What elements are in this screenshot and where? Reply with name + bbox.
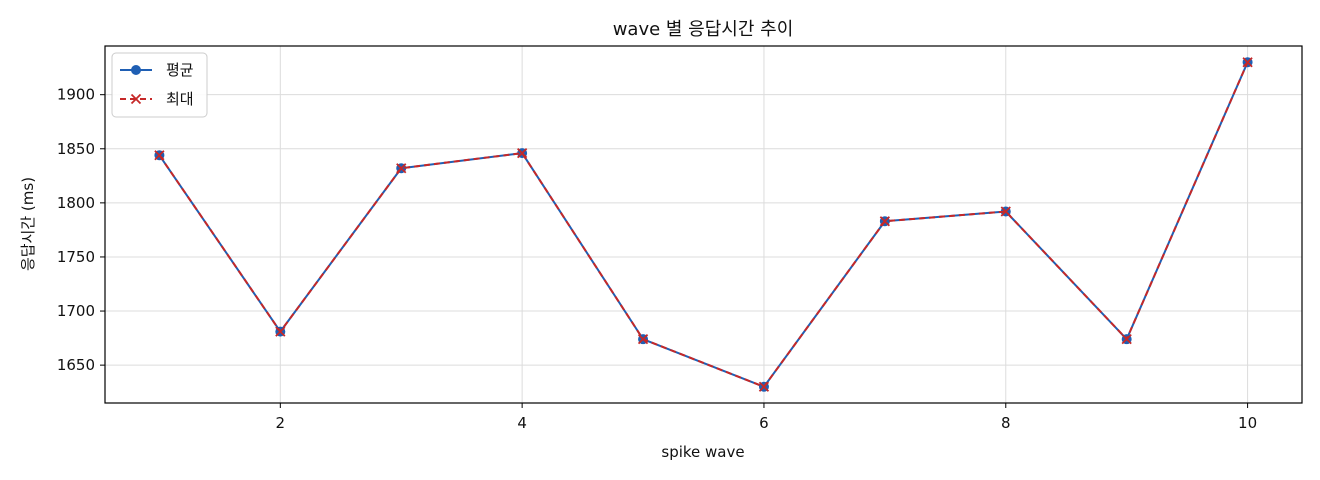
data-point-series-2 — [396, 163, 407, 174]
series-layer — [154, 57, 1253, 392]
y-axis-label: 응답시간 (ms) — [19, 177, 37, 271]
legend-swatch-marker-stroke — [130, 93, 142, 105]
data-point-series-2-stroke — [1000, 206, 1011, 217]
x-tick-label: 10 — [1238, 414, 1257, 432]
grid — [105, 46, 1302, 403]
ticks: 2 4 6 8 10 1650 1700 1750 1800 1850 1900 — [57, 86, 1257, 432]
data-point-series-2 — [1242, 57, 1253, 68]
data-point-series-2-stroke — [275, 326, 286, 337]
y-tick-label: 1750 — [57, 248, 95, 266]
legend-swatch-marker — [130, 93, 142, 105]
x-axis-label: spike wave — [661, 443, 744, 461]
x-tick-label: 8 — [1001, 414, 1011, 432]
data-point-series-2 — [758, 381, 770, 392]
y-tick-label: 1650 — [57, 356, 95, 374]
data-point-series-2-stroke — [1242, 57, 1253, 68]
data-point-series-2-stroke — [396, 163, 407, 174]
data-point-series-2 — [637, 334, 649, 345]
data-point-series-2-stroke — [637, 334, 649, 345]
y-tick-label: 1850 — [57, 140, 95, 158]
x-tick-label: 6 — [759, 414, 769, 432]
plot-frame — [104, 45, 1303, 404]
data-point-series-2-stroke — [1121, 334, 1132, 345]
data-point-series-2 — [1121, 334, 1132, 345]
chart-title: wave 별 응답시간 추이 — [613, 19, 794, 40]
data-point-series-2 — [154, 150, 165, 161]
data-point-series-2 — [879, 216, 891, 227]
data-point-series-2 — [275, 326, 286, 337]
data-point-series-2 — [516, 147, 528, 159]
data-point-series-2-stroke — [879, 216, 891, 227]
series-line-1 — [158, 61, 1249, 388]
x-tick-label: 2 — [276, 414, 286, 432]
legend-label: 최대 — [166, 90, 194, 108]
legend-label: 평균 — [166, 61, 194, 79]
data-point-series-2-stroke — [154, 150, 165, 161]
data-point-series-2-stroke — [516, 147, 528, 159]
legend-swatch-marker — [131, 65, 141, 75]
y-tick-label: 1900 — [57, 86, 95, 104]
x-tick-label: 4 — [517, 414, 527, 432]
y-tick-label: 1700 — [57, 302, 95, 320]
series-line-2 — [158, 61, 1249, 388]
data-point-series-2-stroke — [758, 381, 770, 392]
data-point-series-2 — [1000, 206, 1011, 217]
y-tick-label: 1800 — [57, 194, 95, 212]
